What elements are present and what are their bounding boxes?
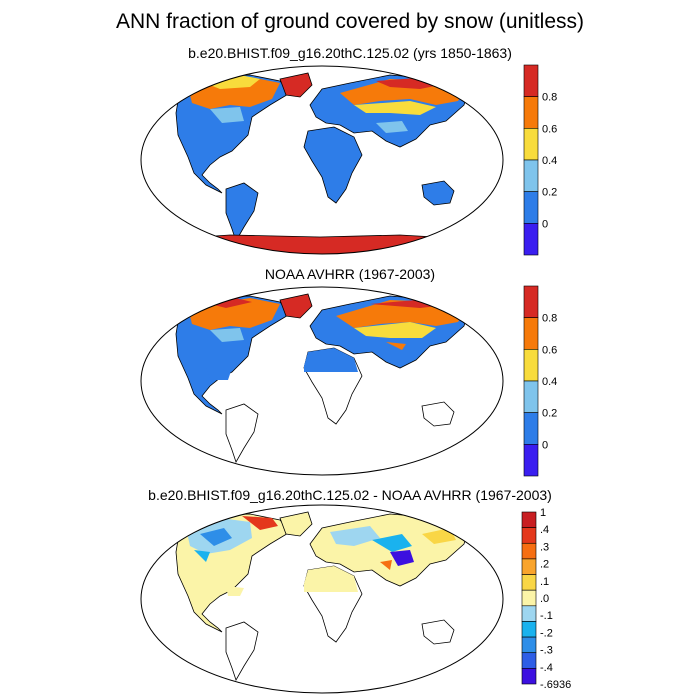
colorbar-swatch bbox=[521, 652, 537, 669]
colorbar-tick-label: -.1 bbox=[540, 610, 553, 622]
greenland-region bbox=[279, 293, 313, 319]
colorbar-swatch bbox=[521, 558, 537, 575]
colorbar-swatch bbox=[521, 527, 537, 544]
greenland-region bbox=[279, 72, 313, 98]
panel-3-colorbar: -.6936 -.4 -.3 -.2 -.1 .0 .1 .2 .3 .4 1 bbox=[521, 507, 571, 691]
colorbar-tick-label: -.3 bbox=[540, 645, 553, 657]
panel-2-colorbar: 0 0.2 0.4 0.6 0.8 bbox=[523, 285, 557, 477]
figure-title: ANN fraction of ground covered by snow (… bbox=[115, 10, 585, 33]
south-america-region bbox=[225, 403, 259, 463]
colorbar-tick-label: 0.2 bbox=[542, 187, 557, 199]
colorbar-swatch bbox=[521, 636, 537, 654]
colorbar-tick-label: .4 bbox=[540, 524, 549, 536]
australia-region bbox=[421, 619, 455, 645]
colorbar-tick-label: 0.8 bbox=[542, 313, 557, 325]
colorbar-swatch bbox=[523, 380, 539, 413]
colorbar-tick-label: -.6936 bbox=[540, 679, 571, 691]
colorbar-tick-label: .3 bbox=[540, 541, 549, 553]
panel-3-title: b.e20.BHIST.f09_g16.20thC.125.02 - NOAA … bbox=[148, 487, 552, 503]
colorbar-tick-label: 0 bbox=[542, 218, 548, 230]
colorbar-swatch bbox=[523, 412, 539, 445]
panel-3-map bbox=[140, 504, 504, 694]
panel-2-map bbox=[140, 286, 504, 476]
colorbar-tick-label: 0.6 bbox=[542, 123, 557, 135]
colorbar-swatch bbox=[521, 621, 537, 638]
colorbar-tick-label: 1 bbox=[540, 507, 546, 519]
colorbar-swatch bbox=[523, 285, 539, 318]
colorbar-swatch bbox=[521, 605, 537, 622]
colorbar-swatch bbox=[521, 668, 537, 685]
colorbar-tick-label: -.4 bbox=[540, 662, 553, 674]
colorbar-swatch bbox=[523, 317, 539, 350]
antarctica-region bbox=[141, 234, 503, 254]
colorbar-swatch bbox=[521, 574, 537, 591]
colorbar-swatch bbox=[523, 128, 539, 161]
colorbar-swatch bbox=[523, 444, 539, 477]
colorbar-tick-label: 0 bbox=[542, 439, 548, 451]
colorbar-tick-label: .1 bbox=[540, 576, 549, 588]
colorbar-tick-label: 0.6 bbox=[542, 344, 557, 356]
colorbar-swatch bbox=[523, 159, 539, 192]
colorbar-tick-label: 0.4 bbox=[542, 155, 557, 167]
colorbar-swatch bbox=[523, 64, 539, 97]
panel-1-map bbox=[140, 65, 504, 255]
panel-2-title: NOAA AVHRR (1967-2003) bbox=[264, 266, 436, 282]
colorbar-swatch bbox=[523, 349, 539, 382]
colorbar-swatch bbox=[521, 542, 537, 560]
south-america-region bbox=[225, 621, 259, 681]
colorbar-tick-label: -.2 bbox=[540, 627, 553, 639]
colorbar-tick-label: .2 bbox=[540, 559, 549, 571]
colorbar-tick-label: .0 bbox=[540, 593, 549, 605]
colorbar-swatch bbox=[523, 96, 539, 129]
greenland-region bbox=[279, 511, 313, 537]
colorbar-swatch bbox=[523, 223, 539, 256]
panel-1-title: b.e20.BHIST.f09_g16.20thC.125.02 (yrs 18… bbox=[188, 45, 512, 61]
africa-region bbox=[303, 126, 363, 204]
south-america-region bbox=[225, 182, 259, 242]
colorbar-swatch bbox=[521, 511, 537, 528]
panel-1-colorbar: 0 0.2 0.4 0.6 0.8 bbox=[523, 64, 557, 256]
australia-region bbox=[421, 401, 455, 427]
colorbar-swatch bbox=[521, 589, 537, 607]
colorbar-tick-label: 0.8 bbox=[542, 92, 557, 104]
colorbar-swatch bbox=[523, 191, 539, 224]
colorbar-tick-label: 0.2 bbox=[542, 408, 557, 420]
colorbar-tick-label: 0.4 bbox=[542, 376, 557, 388]
australia-region bbox=[421, 180, 455, 206]
